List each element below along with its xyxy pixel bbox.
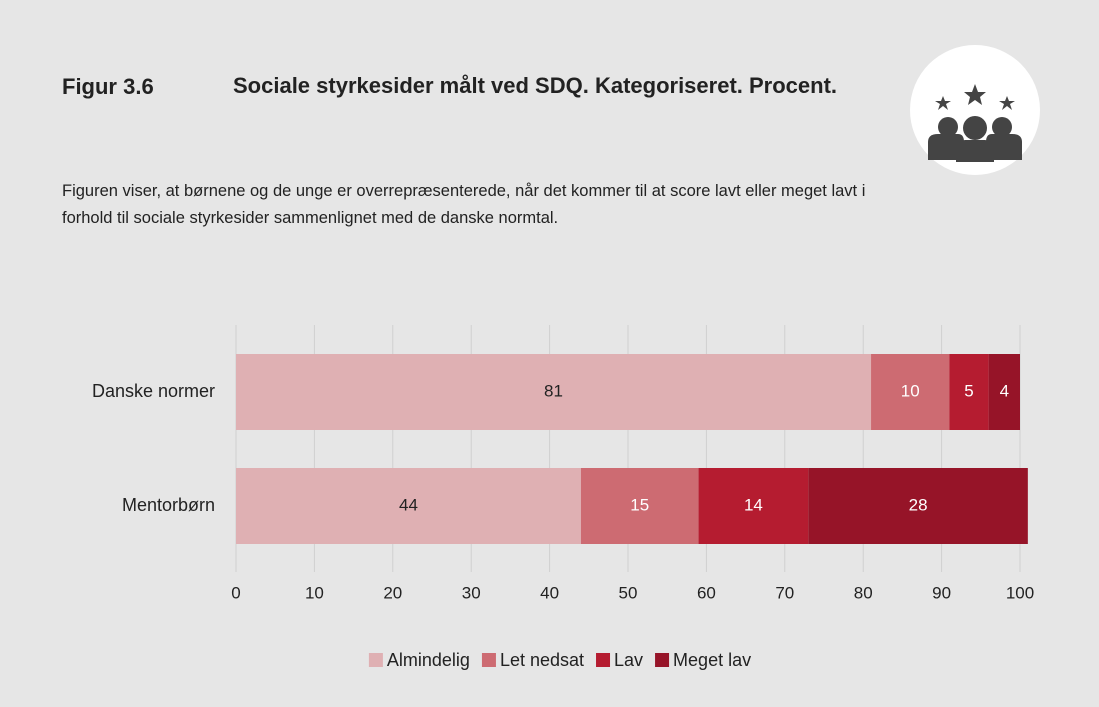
bar-segment — [871, 354, 950, 430]
legend-label: Let nedsat — [500, 650, 584, 670]
data-label: 15 — [630, 495, 649, 514]
figure-label: Figur 3.6 — [62, 74, 154, 99]
bar-segment — [698, 468, 809, 544]
y-tick-label: Mentorbørn — [122, 495, 215, 515]
legend-swatch — [481, 653, 496, 667]
data-label: 10 — [901, 381, 920, 400]
data-label: 28 — [909, 495, 928, 514]
x-tick-label: 70 — [775, 583, 794, 602]
data-label: 5 — [964, 381, 973, 400]
x-tick-label: 50 — [619, 583, 638, 602]
x-tick-label: 0 — [231, 583, 240, 602]
data-label: 4 — [1000, 381, 1009, 400]
bar-segment — [988, 354, 1020, 430]
x-tick-label: 60 — [697, 583, 716, 602]
legend-label: Meget lav — [673, 650, 751, 670]
chart-title: Sociale styrkesider målt ved SDQ. Katego… — [233, 73, 838, 98]
x-tick-label: 90 — [932, 583, 951, 602]
legend-label: Lav — [614, 650, 643, 670]
bar-segment — [949, 354, 989, 430]
data-label: 44 — [399, 495, 418, 514]
legend-label: Almindelig — [387, 650, 470, 670]
x-tick-label: 10 — [305, 583, 324, 602]
legend-swatch — [655, 653, 670, 667]
x-tick-label: 100 — [1006, 583, 1034, 602]
y-tick-label: Danske normer — [92, 381, 215, 401]
chart-subtitle: Figuren viser, at børnene og de unge er … — [62, 182, 866, 227]
legend-swatch — [368, 653, 383, 667]
bar-segment — [808, 468, 1028, 544]
icon — [910, 45, 1040, 175]
x-tick-label: 30 — [462, 583, 481, 602]
data-label: 14 — [744, 495, 763, 514]
bar-segment — [236, 354, 872, 430]
x-tick-label: 20 — [383, 583, 402, 602]
bar-segment — [236, 468, 581, 544]
bar-segment — [580, 468, 699, 544]
x-tick-label: 80 — [854, 583, 873, 602]
data-label: 81 — [544, 381, 563, 400]
legend-swatch — [596, 653, 611, 667]
x-tick-label: 40 — [540, 583, 559, 602]
